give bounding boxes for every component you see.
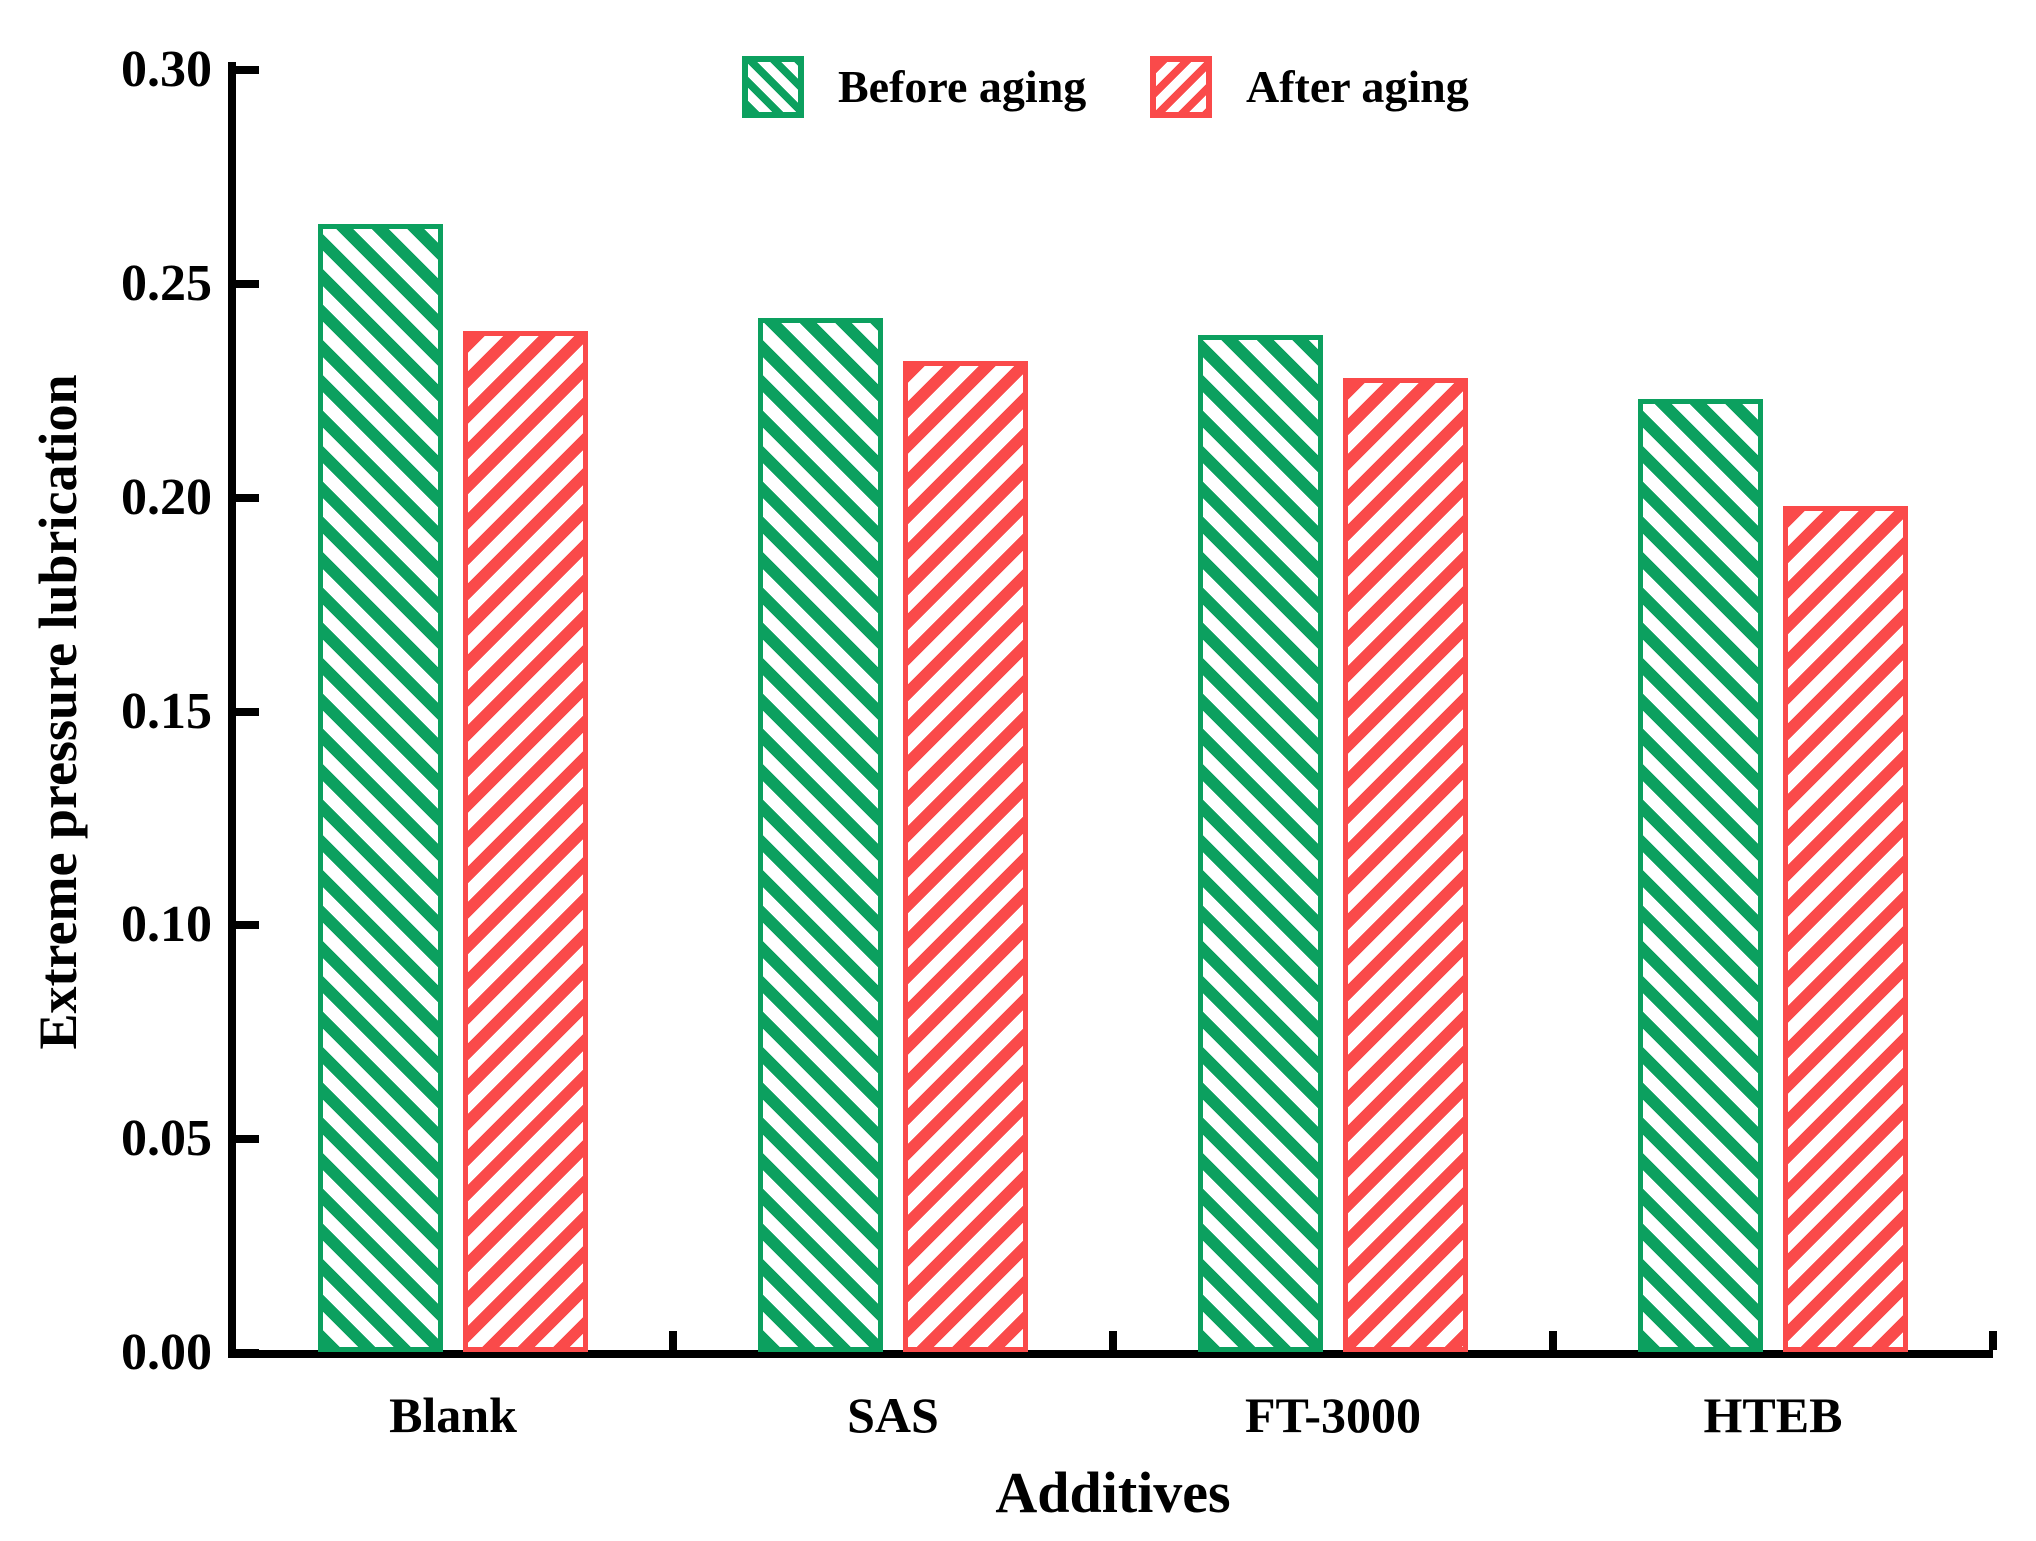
legend-swatch-after-aging <box>1150 56 1212 118</box>
y-tick-label-0.10: 0.10 <box>121 896 212 954</box>
y-tick-0.15 <box>236 707 259 716</box>
legend-item-after-aging: After aging <box>1150 56 1469 118</box>
x-boundary-tick-4 <box>1989 1331 1997 1350</box>
bar-blank-after-aging <box>463 330 588 1352</box>
bar-ft-3000-before-aging <box>1198 335 1323 1352</box>
legend-label-before-aging: Before aging <box>838 61 1087 112</box>
y-tick-label-0.15: 0.15 <box>121 682 212 740</box>
bar-sas-after-aging <box>903 360 1028 1352</box>
x-axis-line <box>228 1350 1993 1358</box>
y-axis-line <box>228 62 236 1358</box>
y-tick-0.10 <box>236 921 259 930</box>
legend-label-after-aging: After aging <box>1246 61 1469 112</box>
category-label-hteb: HTEB <box>1703 1387 1843 1443</box>
x-boundary-tick-2 <box>1109 1331 1117 1350</box>
y-tick-0.25 <box>236 279 259 288</box>
x-boundary-tick-1 <box>669 1331 677 1350</box>
x-axis-title: Additives <box>995 1460 1231 1525</box>
y-tick-label-0.05: 0.05 <box>121 1110 212 1168</box>
y-tick-label-0.20: 0.20 <box>121 468 212 526</box>
bar-ft-3000-after-aging <box>1343 377 1468 1352</box>
bar-hteb-after-aging <box>1783 506 1908 1352</box>
y-tick-0.00 <box>236 1349 259 1357</box>
bar-hteb-before-aging <box>1638 399 1763 1352</box>
bar-blank-before-aging <box>318 223 443 1352</box>
y-tick-0.20 <box>236 493 259 502</box>
x-boundary-tick-3 <box>1549 1331 1557 1350</box>
category-label-blank: Blank <box>389 1387 517 1443</box>
y-tick-0.30 <box>236 66 259 74</box>
legend-item-before-aging: Before aging <box>742 56 1086 118</box>
category-label-sas: SAS <box>847 1387 939 1443</box>
legend-swatch-before-aging <box>742 56 804 118</box>
y-tick-label-0.00: 0.00 <box>121 1324 212 1381</box>
category-label-ft-3000: FT-3000 <box>1245 1387 1421 1443</box>
y-tick-label-0.30: 0.30 <box>121 41 212 98</box>
y-tick-0.05 <box>236 1135 259 1144</box>
bar-sas-before-aging <box>758 318 883 1352</box>
y-tick-label-0.25: 0.25 <box>121 254 212 312</box>
